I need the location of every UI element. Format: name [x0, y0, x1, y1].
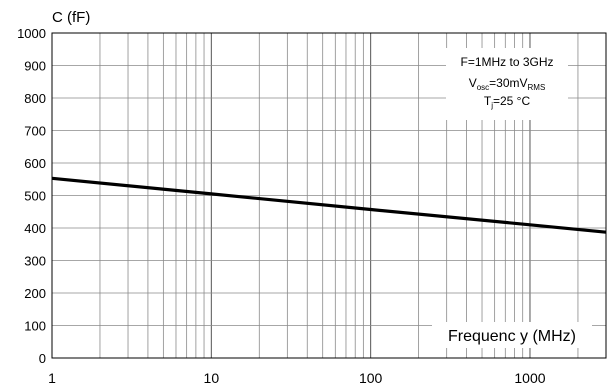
y-tick-label: 200	[24, 286, 46, 301]
x-axis-label: Frequenc y (MHz)	[448, 328, 576, 345]
y-tick-label: 0	[39, 351, 46, 366]
y-tick-label: 500	[24, 189, 46, 204]
y-tick-label: 800	[24, 91, 46, 106]
annotation-line-1: F=1MHz to 3GHz	[460, 55, 553, 69]
y-tick-label: 1000	[17, 26, 46, 41]
y-tick-label: 400	[24, 221, 46, 236]
x-tick-label: 10	[204, 370, 220, 386]
series-layer	[51, 176, 607, 234]
y-axis-label: C (fF)	[52, 9, 90, 26]
y-tick-label: 300	[24, 254, 46, 269]
x-axis-label-box	[432, 322, 592, 348]
y-tick-label: 900	[24, 59, 46, 74]
x-tick-label: 1	[48, 370, 56, 386]
x-tick-label: 100	[359, 370, 383, 386]
y-tick-label: 600	[24, 156, 46, 171]
series-line	[51, 176, 607, 234]
plot-frame	[51, 32, 607, 359]
y-tick-labels: 0 100 200 300 400 500 600 700 800 900 1000	[17, 26, 46, 366]
y-tick-label: 700	[24, 124, 46, 139]
annotation-line-3: Tj=25 °C	[484, 94, 531, 110]
annotation-box	[446, 48, 568, 120]
y-tick-label: 100	[24, 319, 46, 334]
x-tick-labels: 1 10 100 1000	[48, 370, 546, 386]
annotation-line-2: Vosc=30mVRMS	[469, 76, 546, 92]
x-tick-label: 1000	[514, 370, 545, 386]
